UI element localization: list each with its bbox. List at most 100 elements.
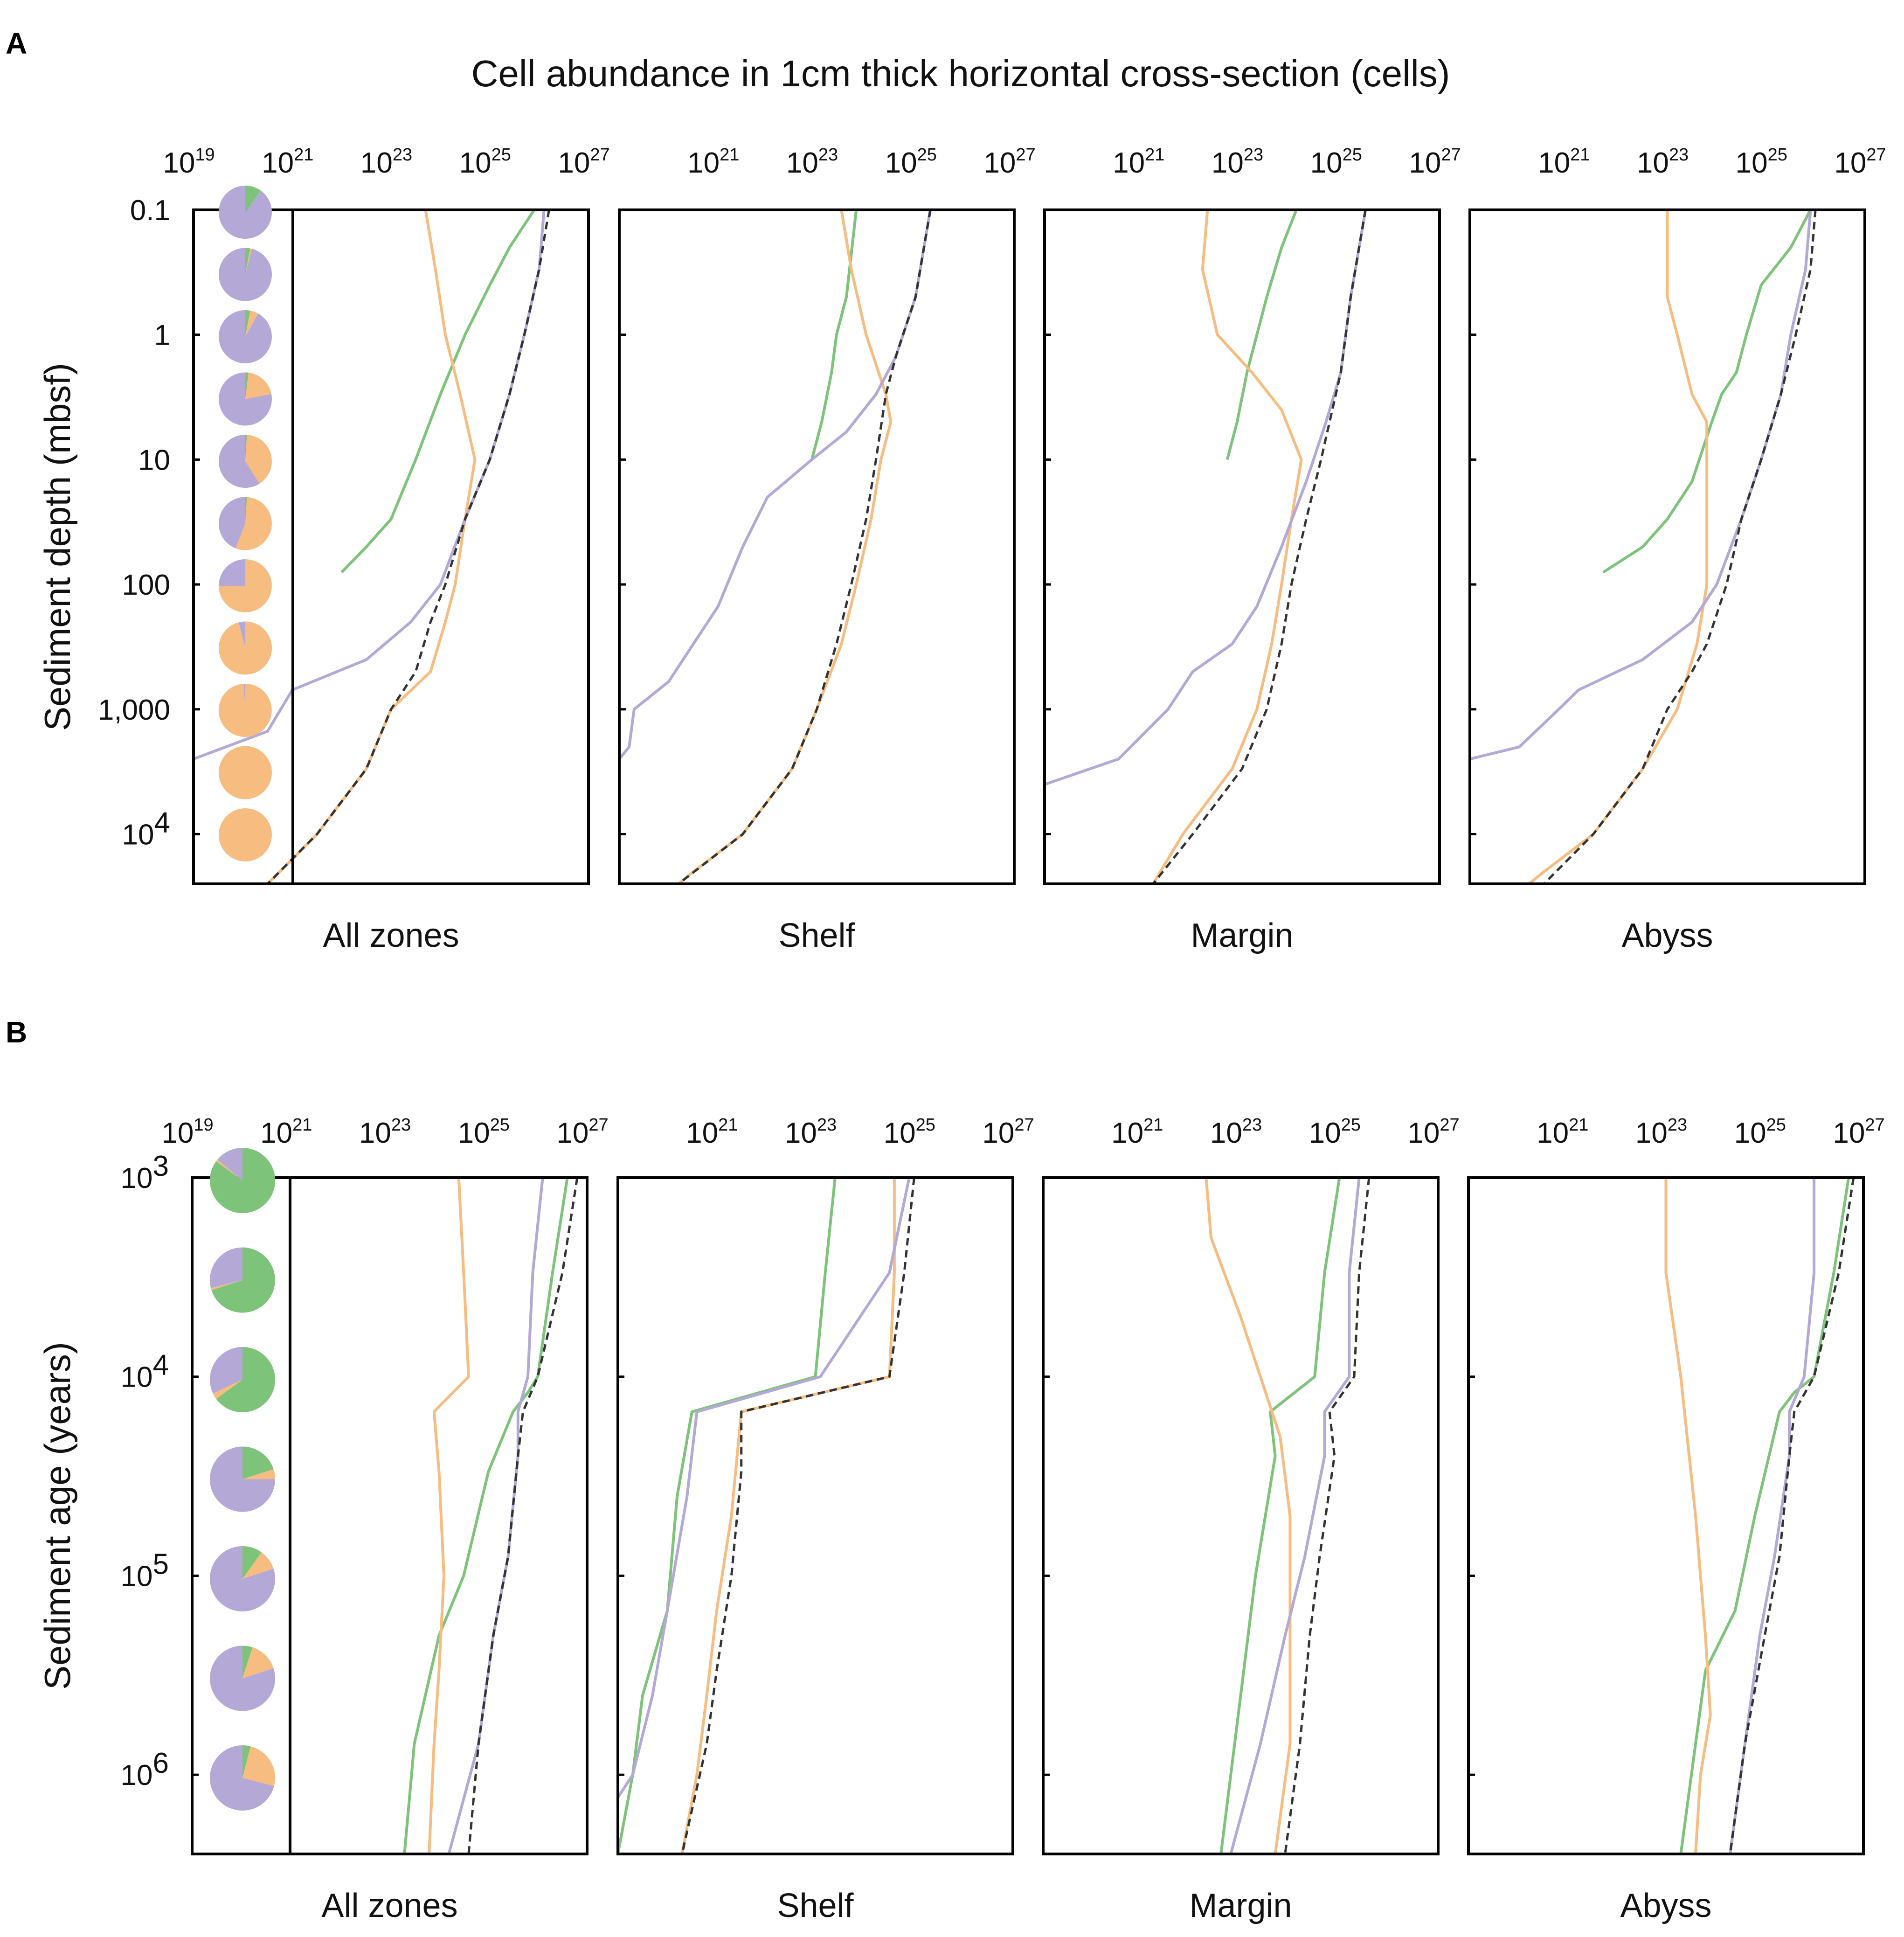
- pie-chart: [219, 372, 272, 426]
- pie-slice-orange: [245, 248, 252, 275]
- x-tick-label: 1019: [161, 1115, 213, 1149]
- pie-slice-green: [245, 248, 250, 275]
- pie-slice-orange: [242, 1746, 275, 1786]
- subplot-shelf: 1021 1023 1025 1027 Shelf: [616, 1115, 1034, 1924]
- series-line-green: [1679, 1178, 1850, 1854]
- pie-chart: [210, 1546, 276, 1611]
- y-axis-label: Sediment depth (mbsf): [37, 363, 78, 731]
- pie-slice-purple: [218, 434, 260, 488]
- plot-frame: [1042, 1176, 1440, 1855]
- x-tick-label: 1021: [1537, 1115, 1588, 1149]
- zone-label: All zones: [323, 917, 459, 954]
- pie-slice-green: [245, 186, 261, 212]
- pie-slice-purple: [243, 683, 245, 710]
- x-tick-label: 1025: [884, 1115, 935, 1149]
- pie-slice-orange: [216, 1159, 242, 1180]
- x-tick-label: 1023: [359, 1115, 411, 1149]
- pie-slice-green: [245, 372, 249, 399]
- subplot-all-zones: 1019 1021 1023 1025 1027 103 104 105 106 All zone…: [121, 1115, 609, 1924]
- pie-slice-green: [216, 1347, 276, 1413]
- plot-frame: [1043, 208, 1441, 885]
- pie-slice-green: [242, 1645, 253, 1679]
- plot-frame: [616, 1176, 1014, 1855]
- zone-label: All zones: [321, 1887, 457, 1924]
- x-tick-label: 1027: [1834, 145, 1886, 179]
- pie-slice-purple: [209, 1745, 274, 1811]
- y-tick-label: 106: [121, 1747, 169, 1791]
- pie-slice-purple: [210, 1247, 242, 1288]
- series-line-green: [618, 1178, 837, 1854]
- pie-chart: [218, 186, 272, 239]
- pie-slice-green: [245, 497, 247, 524]
- pie-slice-orange: [219, 746, 272, 799]
- panel-letter: A: [6, 27, 27, 60]
- x-tick-label: 1023: [360, 145, 412, 179]
- pie-slice-orange: [242, 1469, 275, 1479]
- pie-slice-orange: [245, 372, 271, 399]
- series-line-total: [678, 210, 932, 884]
- x-tick-label: 1027: [558, 145, 609, 179]
- x-tick-label: 1021: [1538, 145, 1590, 179]
- pie-slice-green: [211, 1247, 275, 1313]
- plot-frame: [191, 1176, 589, 1855]
- x-tick-label: 1021: [686, 1115, 738, 1149]
- y-tick-label: 103: [121, 1150, 169, 1194]
- pie-slice-green: [242, 1546, 262, 1579]
- x-tick-label: 1021: [687, 145, 739, 179]
- y-tick-label: 100: [122, 569, 170, 601]
- x-tick-label: 1027: [983, 145, 1035, 179]
- zone-label: Margin: [1189, 1887, 1292, 1924]
- pie-slice-orange: [219, 621, 272, 675]
- series-line-green: [340, 210, 536, 574]
- x-tick-label: 1025: [1309, 1115, 1361, 1149]
- pie-slice-green: [245, 434, 247, 461]
- pie-slice-orange: [245, 311, 258, 337]
- panel-letter: B: [6, 1015, 27, 1049]
- x-tick-label: 1021: [262, 145, 313, 179]
- x-tick-label: 1027: [982, 1115, 1034, 1149]
- pie-chart: [210, 1645, 276, 1711]
- pie-slice-purple: [210, 1546, 276, 1611]
- pie-slice-purple: [210, 1446, 275, 1512]
- pie-slice-purple: [218, 310, 272, 363]
- series-line-orange: [1664, 1178, 1712, 1854]
- series-line-green: [1602, 210, 1812, 574]
- pie-slice-purple: [218, 186, 272, 239]
- series-line-total: [1543, 210, 1817, 884]
- pie-chart: [210, 1247, 275, 1313]
- plot-frame: [192, 208, 590, 885]
- pie-slice-purple: [238, 621, 245, 648]
- subplot-all-zones: 1019 1021 1023 1025 1027 0.1 1 10 100 1,000 104 All…: [98, 145, 610, 954]
- y-tick-label: 1: [154, 319, 170, 352]
- pie-slice-purple: [217, 1148, 242, 1180]
- subplot-margin: 1021 1023 1025 1027 Margin: [1043, 145, 1461, 954]
- series-line-orange: [428, 1178, 470, 1854]
- series-line-green: [1225, 210, 1298, 460]
- x-tick-label: 1023: [1637, 145, 1689, 179]
- series-line-purple: [618, 1178, 911, 1798]
- series-line-total: [267, 210, 550, 884]
- series-line-orange: [1205, 1178, 1292, 1854]
- pie-slice-purple: [210, 1347, 242, 1394]
- plot-frame: [1467, 1176, 1865, 1855]
- pie-slice-purple: [219, 372, 272, 426]
- x-tick-label: 1023: [1212, 145, 1263, 179]
- plot-frame: [1468, 208, 1866, 885]
- pie-slice-orange: [219, 808, 272, 861]
- x-tick-label: 1023: [786, 145, 838, 179]
- pie-slice-purple: [219, 559, 245, 586]
- zone-label: Abyss: [1621, 917, 1713, 954]
- pie-chart: [209, 1745, 275, 1811]
- pie-chart: [219, 808, 272, 861]
- pie-slice-orange: [242, 1647, 274, 1679]
- pie-chart: [219, 621, 272, 675]
- series-line-total: [681, 1178, 915, 1854]
- pie-chart: [219, 559, 272, 612]
- x-tick-label: 1027: [1409, 145, 1461, 179]
- pie-slice-orange: [213, 1380, 242, 1399]
- pie-slice-orange: [235, 497, 272, 550]
- x-tick-label: 1021: [260, 1115, 312, 1149]
